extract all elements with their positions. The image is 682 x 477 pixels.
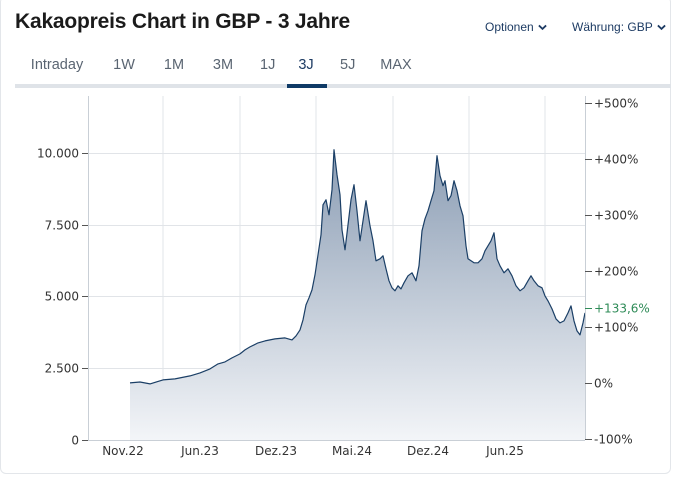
tab-1m[interactable]: 1M	[163, 57, 185, 73]
tab-underline-track	[15, 84, 671, 88]
tab-max[interactable]: MAX	[380, 57, 412, 73]
y-tick-label-right: +100%	[594, 321, 638, 335]
x-tick-label: Nov.22	[102, 444, 144, 458]
page-title: Kakaopreis Chart in GBP - 3 Jahre	[15, 10, 350, 33]
chevron-down-icon	[537, 24, 547, 30]
options-dropdown[interactable]: Optionen	[485, 20, 547, 34]
tab-intraday[interactable]: Intraday	[30, 57, 84, 73]
tab-3m[interactable]: 3M	[212, 57, 234, 73]
y-tick-label-left: 2.500	[45, 362, 79, 376]
current-change-label: +133,6%	[594, 302, 650, 316]
price-line	[129, 149, 586, 385]
chart-panel	[0, 0, 671, 474]
y-tick-label-left: 10.000	[37, 147, 79, 161]
tab-1w[interactable]: 1W	[113, 57, 135, 73]
x-tick-label: Jun.23	[180, 444, 219, 458]
y-tick-label-right: +300%	[594, 209, 638, 223]
x-tick-label: Dez.24	[407, 444, 449, 458]
price-area	[130, 149, 585, 440]
x-tick-label: Mai.24	[332, 444, 372, 458]
currency-label: Währung: GBP	[572, 20, 653, 34]
y-tick-label-left: 5.000	[45, 290, 79, 304]
x-tick-label: Jun.25	[485, 444, 524, 458]
tab-5j[interactable]: 5J	[340, 57, 356, 73]
x-tick-label: Dez.23	[255, 444, 297, 458]
chart-axes: 0 2.500 5.000 7.500 10.000 -100% 0% +100% +200% +…	[37, 96, 650, 458]
y-tick-label-left: 0	[71, 434, 79, 448]
timeframe-tabs: Intraday 1W 1M 3M 1J 3J 5J MAX	[15, 54, 671, 88]
y-tick-label-right: +400%	[594, 153, 638, 167]
chevron-down-icon	[656, 24, 666, 30]
options-label: Optionen	[485, 20, 534, 34]
y-tick-label-left: 7.500	[45, 219, 79, 233]
y-tick-label-right: 0%	[594, 377, 613, 391]
tab-3j[interactable]: 3J	[298, 57, 314, 73]
active-tab-indicator	[287, 84, 327, 88]
tab-1j[interactable]: 1J	[260, 57, 276, 73]
currency-dropdown[interactable]: Währung: GBP	[572, 20, 666, 34]
y-tick-label-right: +500%	[594, 97, 638, 111]
y-tick-label-right: -100%	[594, 433, 633, 447]
y-tick-label-right: +200%	[594, 265, 638, 279]
